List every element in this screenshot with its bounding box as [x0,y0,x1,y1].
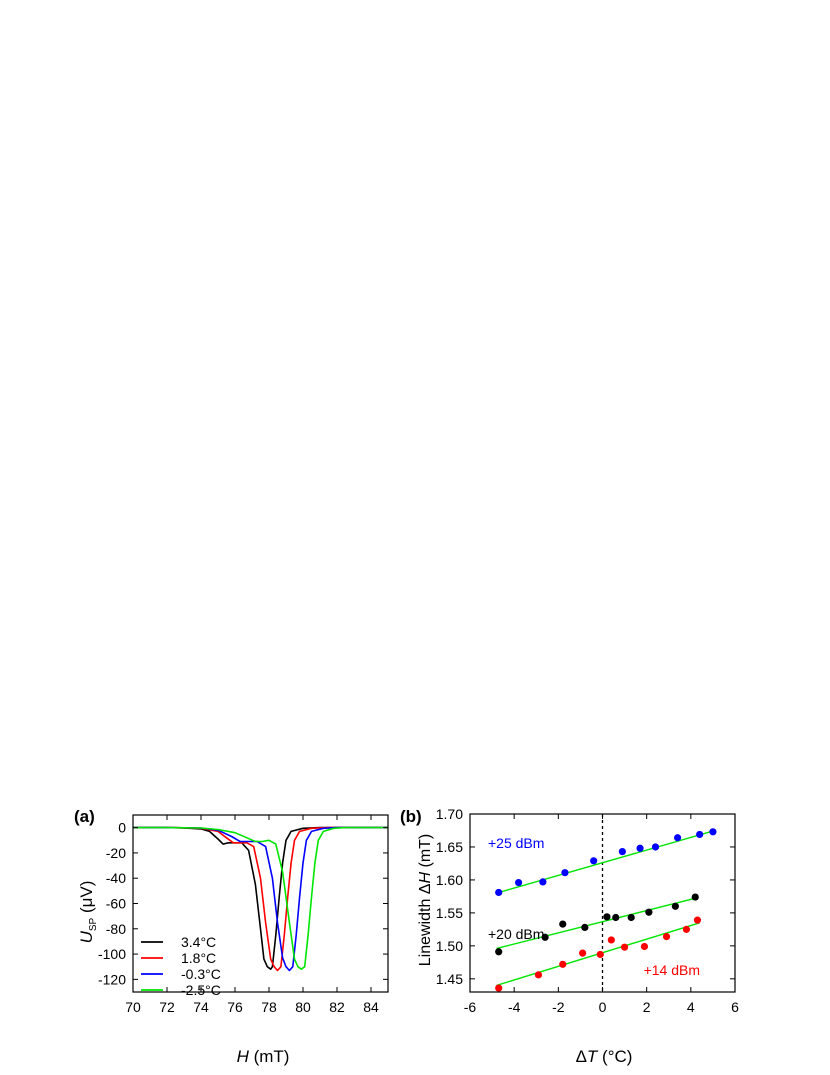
panel-a-x-axis-label: H (mT) [237,1047,290,1066]
data-point-3 [534,971,543,979]
data-point-1 [618,847,626,856]
data-point-2 [612,913,620,922]
panel-a-y-tick-label: 0 [118,820,126,836]
data-point-2 [495,948,503,956]
panel-a-x-tick-label: 82 [329,999,345,1015]
data-point-3 [559,960,567,968]
data-point-1 [651,843,660,851]
panel-b-series-labels: +25 dBm +20 dBm +14 dBm [488,835,700,978]
data-point-3 [640,942,649,951]
data-point-2 [581,923,589,931]
data-point-3 [607,936,615,944]
panel-b-x-tick-label: 6 [731,999,739,1015]
data-point-2 [603,913,611,921]
series-label-2: +20 dBm [488,926,544,942]
data-point-3 [693,916,702,924]
data-point-3 [682,925,691,933]
panel-b-y-axis-label: Linewidth ΔH (mT) [417,834,434,967]
panel-b-plot-area [495,814,717,992]
panel-a-x-tick-label: 74 [193,999,209,1015]
legend-label-2: 1.8°C [181,950,216,966]
data-point-3 [579,949,587,957]
panel-b-x-tick-label: -6 [464,999,477,1015]
data-point-2 [627,913,635,922]
panel-a: (a) 70 72 74 76 78 80 82 84 0 -20 -40 -60 -80 -100 -12… [74,807,389,1066]
data-point-2 [559,920,567,928]
data-point-1 [539,878,547,886]
series-line-4 [133,826,388,970]
panel-b-y-tick-label: 1.65 [436,839,463,855]
data-point-1 [636,844,644,852]
panel-a-legend: 3.4°C1.8°C-0.3°C-2.5°C [141,934,221,998]
panel-a-y-axis-label: USP (μV) [77,881,99,944]
panel-a-y-tick-label: -20 [106,845,126,861]
panel-a-x-tick-label: 78 [261,999,277,1015]
data-point-2 [671,902,679,910]
panel-a-y-tick-label: -120 [98,971,126,987]
data-point-1 [696,830,704,839]
series-line-1 [133,826,388,970]
data-point-3 [495,984,503,992]
panel-a-plot-area [133,826,388,972]
panel-a-axes: 70 72 74 76 78 80 82 84 0 -20 -40 -60 -80 -100 -120 [98,814,389,1015]
panel-a-y-tick-label: -60 [106,896,126,912]
data-point-3 [662,933,671,941]
panel-b-y-tick-label: 1.45 [436,971,463,987]
data-point-2 [541,933,549,941]
data-point-1 [495,888,503,897]
panel-b-x-tick-label: 2 [643,999,651,1015]
panel-b-y-tick-label: 1.55 [436,905,463,921]
panel-a-x-tick-label: 80 [295,999,311,1015]
panel-b-x-tick-label: 4 [687,999,695,1015]
panel-a-x-tick-label: 70 [125,999,141,1015]
series-line-2 [133,826,388,972]
panel-b: (b) -6 -4 -2 0 2 4 6 1.45 1.50 1.55 1.60 1.65 1.70 +… [400,806,739,1066]
panel-a-x-tick-label: 76 [227,999,243,1015]
panel-b-x-axis-label: ΔT (°C) [576,1047,633,1066]
legend-label-1: 3.4°C [181,934,216,950]
panel-a-x-tick-label: 72 [159,999,175,1015]
series-label-3: +14 dBm [644,962,700,978]
data-point-3 [620,943,629,951]
panel-b-label: (b) [400,807,422,826]
data-point-2 [691,893,699,901]
panel-b-x-tick-label: -4 [508,999,521,1015]
panel-b-y-tick-label: 1.50 [436,938,463,954]
panel-b-y-tick-label: 1.70 [436,806,463,822]
legend-label-3: -0.3°C [181,966,221,982]
data-point-1 [514,878,523,887]
legend-label-4: -2.5°C [181,982,221,998]
panel-a-y-tick-label: -100 [98,946,126,962]
data-point-1 [709,828,717,836]
panel-b-y-tick-label: 1.60 [436,872,463,888]
series-label-1: +25 dBm [488,835,544,851]
panel-b-x-tick-label: 0 [599,999,607,1015]
panel-a-x-tick-label: 84 [363,999,379,1015]
panel-a-y-tick-label: -40 [106,870,126,886]
data-point-1 [561,869,569,877]
panel-a-y-tick-label: -80 [106,921,126,937]
data-point-2 [645,908,653,916]
data-point-1 [590,857,598,865]
panel-b-axes: -6 -4 -2 0 2 4 6 1.45 1.50 1.55 1.60 1.65 1.70 [436,806,739,1015]
data-point-3 [596,950,604,959]
panel-a-label: (a) [74,807,95,826]
fit-line-2 [496,897,698,950]
panel-b-x-tick-label: -2 [552,999,565,1015]
series-line-3 [133,826,388,972]
data-point-1 [673,834,682,842]
